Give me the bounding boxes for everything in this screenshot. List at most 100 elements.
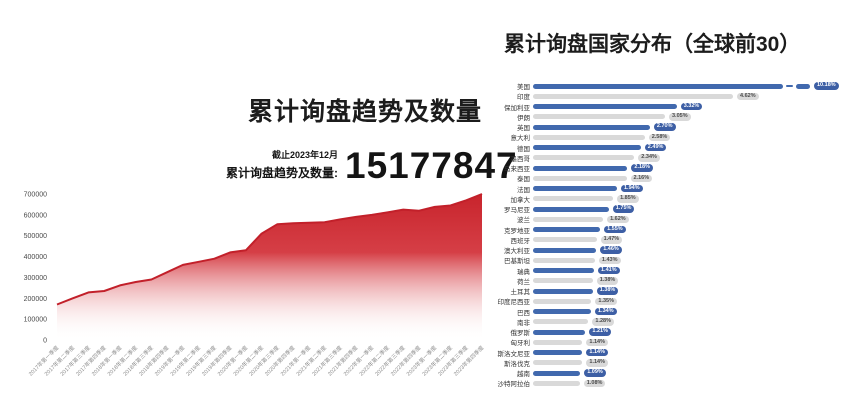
country-label: 墨西哥: [510, 155, 531, 163]
bar-row: 泰国 2.16%: [494, 173, 852, 183]
bar: [533, 247, 597, 253]
value-pill: 1.35%: [595, 297, 617, 306]
bar: [533, 319, 589, 325]
bar-row: 马来西亚 2.18%: [494, 163, 852, 173]
bar: [533, 104, 677, 110]
bar-row: 美国 10.18%: [494, 81, 852, 91]
bar: [533, 257, 595, 263]
country-label: 英国: [517, 125, 530, 133]
value-pill: 1.41%: [598, 266, 620, 275]
value-pill: 10.18%: [814, 82, 839, 90]
bar: [533, 278, 593, 284]
bar-row: 德国 2.49%: [494, 143, 852, 153]
bar: [533, 227, 601, 233]
bar: [533, 216, 604, 222]
value-pill: 4.62%: [737, 92, 759, 101]
country-label: 意大利: [510, 135, 531, 143]
bar-row: 保加利亚 3.32%: [494, 102, 852, 112]
value-pill: 1.46%: [600, 246, 622, 254]
bar-row: 越南 1.09%: [494, 368, 852, 378]
bar: [533, 360, 583, 366]
bar: [533, 329, 586, 335]
bar-row: 南非 1.28%: [494, 317, 852, 327]
bar-row: 伊朗 3.05%: [494, 112, 852, 122]
bar-row: 英国 2.70%: [494, 122, 852, 132]
country-label: 巴西: [517, 309, 530, 317]
y-tick-label: 100000: [24, 317, 47, 324]
bar: [533, 206, 609, 212]
area-chart: 0 100000 200000 300000 400000 500000 600000 700…: [24, 192, 486, 378]
bar-row: 斯洛伐克 1.14%: [494, 358, 852, 368]
bar: [533, 114, 665, 120]
value-pill: 1.38%: [596, 287, 619, 295]
country-label: 印度尼西亚: [497, 299, 531, 307]
value-pill: 1.14%: [586, 338, 608, 347]
value-pill: 2.16%: [630, 174, 653, 183]
bar-row: 意大利 2.58%: [494, 132, 852, 142]
y-tick-label: 200000: [24, 296, 47, 303]
bar-row: 匈牙利 1.14%: [494, 337, 852, 347]
area-fill: [57, 194, 482, 340]
y-tick-label: 700000: [24, 192, 47, 199]
country-label: 瑞典: [517, 268, 530, 276]
country-label: 南非: [517, 319, 530, 327]
value-pill: 1.21%: [589, 328, 611, 336]
bar-row: 澳大利亚 1.46%: [494, 245, 852, 255]
bar: [533, 237, 597, 243]
value-pill: 1.43%: [598, 256, 621, 265]
bar: [533, 83, 783, 89]
bar-row: 罗马尼亚 1.75%: [494, 204, 852, 214]
country-label: 克罗地亚: [504, 227, 530, 235]
bar-chart: 美国 10.18% 印度 4.62% 保加利亚 3.32% 伊朗 3.05% 英国 2.70% 意大…: [494, 81, 852, 389]
country-label: 印度: [517, 94, 530, 102]
country-label: 加拿大: [510, 196, 531, 204]
bar-row: 斯洛文尼亚 1.14%: [494, 348, 852, 358]
value-pill: 2.18%: [631, 164, 653, 172]
bar-row: 克罗地亚 1.55%: [494, 225, 852, 235]
bar-row: 土耳其 1.38%: [494, 286, 852, 296]
trend-line: [56, 193, 483, 306]
value-pill: 1.14%: [586, 359, 608, 367]
bar: [533, 124, 650, 130]
country-label: 伊朗: [517, 114, 530, 122]
bar-row: 印度 4.62%: [494, 91, 852, 101]
value-pill: 1.47%: [600, 236, 623, 244]
value-pill: 3.32%: [680, 102, 703, 111]
country-label: 泰国: [517, 176, 530, 184]
country-label: 西班牙: [510, 237, 531, 245]
bar: [533, 339, 583, 345]
y-tick-label: 600000: [24, 212, 47, 219]
bar: [533, 186, 617, 192]
value-pill: 1.28%: [592, 318, 614, 326]
bar-row: 巴基斯坦 1.43%: [494, 255, 852, 265]
bar-row: 法国 1.94%: [494, 184, 852, 194]
country-label: 斯洛伐克: [504, 360, 530, 368]
left-chart-title: 累计询盘趋势及数量: [247, 98, 482, 126]
bar-break-segment: [796, 83, 810, 89]
total-stat: 截止2023年12月 累计询盘趋势及数量: 15177847: [226, 146, 518, 183]
country-label: 斯洛文尼亚: [497, 350, 531, 358]
bar: [533, 134, 645, 140]
value-pill: 2.70%: [653, 123, 676, 131]
bar-row: 沙特阿拉伯 1.08%: [494, 378, 852, 388]
value-pill: 1.34%: [595, 307, 617, 316]
bar-row: 俄罗斯 1.21%: [494, 327, 852, 337]
country-label: 巴基斯坦: [504, 258, 530, 266]
value-pill: 1.08%: [583, 379, 606, 388]
country-label: 匈牙利: [510, 340, 531, 348]
value-pill: 2.34%: [638, 154, 660, 162]
bar: [533, 380, 580, 386]
value-pill: 1.94%: [621, 184, 643, 193]
bar: [533, 165, 628, 171]
bar-row: 印度尼西亚 1.35%: [494, 296, 852, 306]
value-pill: 1.09%: [584, 369, 606, 377]
country-label: 俄罗斯: [510, 330, 531, 338]
bar-row: 西班牙 1.47%: [494, 235, 852, 245]
value-pill: 2.49%: [644, 143, 667, 152]
bar: [533, 145, 641, 151]
y-tick-label: 300000: [24, 275, 47, 282]
value-pill: 1.14%: [586, 348, 608, 357]
country-label: 荷兰: [517, 278, 530, 286]
bar: [533, 175, 627, 181]
